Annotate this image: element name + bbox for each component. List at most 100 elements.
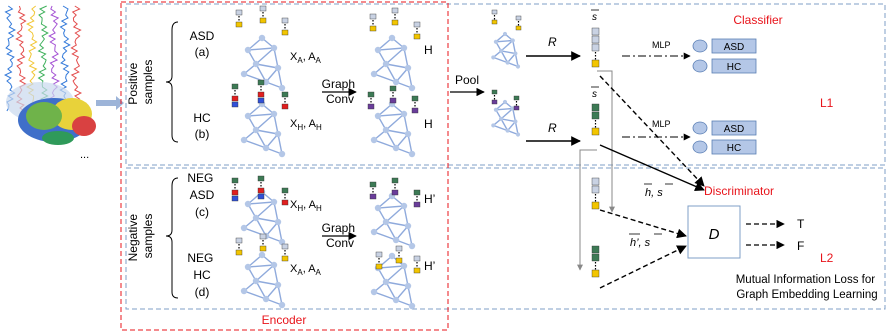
graph-node <box>515 64 521 69</box>
graph-neg-hc-embedded <box>370 252 416 310</box>
feature-cell <box>591 27 600 36</box>
graph-node <box>408 150 416 158</box>
neg-hc-features-label: XA, AA <box>290 263 322 277</box>
feature-stack <box>231 177 239 202</box>
feature-cell <box>369 25 377 32</box>
loss-l1: L1 <box>820 96 834 110</box>
feature-cell <box>231 189 239 196</box>
graph-node <box>370 70 378 78</box>
graph-edge <box>273 264 279 286</box>
feature-stack <box>389 85 397 104</box>
feature-cell <box>413 201 421 208</box>
neg-hc-tag: (d) <box>195 285 210 299</box>
graph-edge <box>385 281 397 301</box>
graph-edge <box>512 40 517 54</box>
graph-edge <box>385 47 405 65</box>
graph-node <box>493 39 498 44</box>
graph-node <box>404 130 412 138</box>
feature-cell <box>591 253 600 262</box>
graph-edge <box>500 39 514 52</box>
graph-node <box>274 281 282 289</box>
feature-cell <box>369 193 377 200</box>
graph-node <box>370 228 378 236</box>
graph-edge <box>385 63 409 69</box>
feature-cell <box>591 245 600 254</box>
h-output-asd: H <box>424 43 433 57</box>
negative-samples-label: Negative samples <box>126 211 155 262</box>
feature-stack <box>513 95 520 111</box>
feature-cell <box>491 9 498 15</box>
graph-node <box>404 64 412 72</box>
feature-cell <box>231 83 239 90</box>
graph-node <box>491 55 496 60</box>
feature-cell <box>281 187 289 194</box>
brain-stem <box>42 131 74 145</box>
feature-stack <box>515 15 522 31</box>
graph-node <box>244 200 252 208</box>
feature-stack <box>369 13 377 32</box>
graph-node <box>404 222 412 230</box>
feature-cell <box>411 107 419 114</box>
shuffle-line-2 <box>577 149 597 271</box>
feature-cell <box>515 15 522 21</box>
graph-edge <box>385 281 409 287</box>
feature-cell <box>515 25 522 31</box>
feature-cell <box>259 17 267 24</box>
graph-edge <box>377 47 405 51</box>
graph-edge <box>277 221 283 243</box>
graph-edge <box>385 265 405 283</box>
graph-conv-label-neg: Graph Conv <box>322 221 359 250</box>
graph-node <box>262 78 270 86</box>
graph-node <box>502 99 508 105</box>
graph-edge <box>407 133 413 155</box>
feature-cell <box>375 263 383 270</box>
graph-node <box>513 119 518 124</box>
feature-cell <box>257 175 265 182</box>
false-label: F <box>797 239 804 253</box>
graph-node <box>388 252 396 260</box>
feature-cell <box>391 7 399 14</box>
hc-features-label: XH, AH <box>290 118 322 132</box>
feature-cell <box>257 91 265 98</box>
graph-node <box>274 130 282 138</box>
discriminator-box <box>687 205 741 259</box>
feature-cell <box>591 103 600 112</box>
class-box-hc-2 <box>711 139 757 155</box>
classifier-title: Classifier <box>733 13 782 27</box>
class-node-asd-2 <box>692 121 708 135</box>
feature-cell <box>411 95 419 102</box>
negative-panel <box>125 167 886 310</box>
graph-asd-input <box>240 34 286 92</box>
positive-samples-label: Positive samples <box>126 59 155 104</box>
mlp-label-2: MLP <box>652 119 671 129</box>
feature-stack <box>259 5 267 24</box>
feature-cell <box>513 105 520 111</box>
feature-stack <box>281 91 289 110</box>
class-box-asd-1 <box>711 38 757 54</box>
feature-stack <box>413 189 421 208</box>
feature-cell <box>367 103 375 110</box>
graph-node <box>493 107 498 112</box>
feature-cell <box>413 189 421 196</box>
graph-edge <box>407 225 413 247</box>
summary-vector-label-1: s <box>592 12 597 23</box>
feature-cell <box>235 9 243 16</box>
feature-cell <box>257 97 265 104</box>
graph-node <box>374 204 382 212</box>
class-box-asd-1-label: ASD <box>724 42 745 53</box>
graph-edge <box>385 221 397 241</box>
feature-cell <box>591 35 600 44</box>
feature-cell <box>591 201 600 210</box>
classifier-output-2: ASD HC <box>692 120 757 155</box>
graph-edge <box>500 50 509 63</box>
graph-edge <box>403 205 409 227</box>
disc-arrow-neg-2 <box>599 245 687 289</box>
graph-node <box>400 44 408 52</box>
graph-edge <box>277 67 283 89</box>
feature-stack <box>391 177 399 196</box>
classifier-output-1: ASD HC <box>692 38 757 74</box>
discriminator-symbol: D <box>709 226 720 243</box>
feature-cell <box>375 251 383 258</box>
feature-cell <box>591 127 600 136</box>
feature-cell <box>491 99 498 105</box>
